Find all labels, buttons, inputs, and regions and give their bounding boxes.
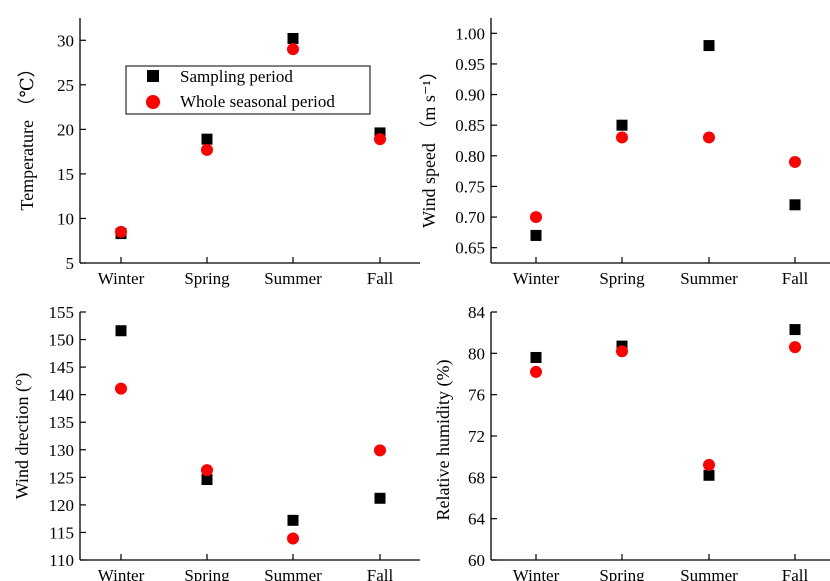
seasonal-period-point xyxy=(115,225,127,238)
seasonal-period-point xyxy=(616,345,628,358)
seasonal-period-point xyxy=(374,133,386,146)
sampling-period-point xyxy=(616,119,628,131)
legend-square-marker xyxy=(147,70,159,82)
y-tick-label: 0.65 xyxy=(455,239,485,258)
y-axis-title: Temperature （℃） xyxy=(17,59,37,210)
x-tick-label: Spring xyxy=(184,566,230,581)
y-tick-label: 72 xyxy=(468,427,485,446)
sampling-period-point xyxy=(201,474,213,486)
y-axis-title: Wind drection (°) xyxy=(12,373,33,499)
legend: Sampling period Whole seasonal period xyxy=(125,65,371,115)
legend-circle-marker xyxy=(146,95,160,109)
y-tick-label: 60 xyxy=(468,551,485,570)
x-tick-label: Winter xyxy=(513,566,560,581)
y-tick-label: 10 xyxy=(57,209,74,228)
y-tick-label: 30 xyxy=(57,31,74,50)
temperature-panel: 5 10 15 20 25 30 Winter Spring Summer Fall Tempera… xyxy=(17,18,420,288)
sampling-period-point xyxy=(789,324,801,336)
y-tick-label: 0.70 xyxy=(455,208,485,227)
y-tick-label: 25 xyxy=(57,76,74,95)
legend-box xyxy=(125,65,371,115)
legend-sampling-label: Sampling period xyxy=(180,67,293,86)
y-axis-title: Relative humidity (%) xyxy=(433,360,454,521)
sampling-period-point xyxy=(530,351,542,363)
y-tick-label: 115 xyxy=(49,523,74,542)
sampling-period-point xyxy=(374,127,386,139)
y-tick-label: 1.00 xyxy=(455,24,485,43)
wind-direction-panel: 110 115 120 125 130 135 140 145 150 155 Winter Spri… xyxy=(12,303,420,581)
x-tick-label: Fall xyxy=(367,269,394,288)
x-tick-label: Summer xyxy=(264,269,322,288)
y-tick-label: 125 xyxy=(49,468,75,487)
x-tick-label: Summer xyxy=(264,566,322,581)
y-tick-label: 5 xyxy=(66,254,75,273)
sampling-period-point xyxy=(374,492,386,504)
y-tick-label: 64 xyxy=(468,510,486,529)
y-tick-label: 120 xyxy=(49,496,75,515)
seasonal-period-point xyxy=(115,382,127,395)
seasonal-period-point xyxy=(616,131,628,144)
y-axis-title: Wind speed （m s⁻¹） xyxy=(419,62,439,228)
x-tick-label: Fall xyxy=(367,566,394,581)
sampling-period-point xyxy=(703,40,715,52)
y-tick-label: 84 xyxy=(468,303,486,322)
y-tick-label: 145 xyxy=(49,358,75,377)
y-tick-label: 0.95 xyxy=(455,55,485,74)
legend-seasonal-label: Whole seasonal period xyxy=(180,92,335,111)
x-tick-label: Spring xyxy=(184,269,230,288)
sampling-period-point xyxy=(201,133,213,145)
x-tick-label: Summer xyxy=(680,269,738,288)
y-tick-label: 0.85 xyxy=(455,116,485,135)
sampling-period-point xyxy=(703,469,715,481)
seasonal-period-point xyxy=(201,143,213,156)
y-tick-label: 20 xyxy=(57,120,74,139)
sampling-period-point xyxy=(530,229,542,241)
seasonal-period-point xyxy=(530,365,542,378)
y-tick-label: 130 xyxy=(49,441,75,460)
y-tick-label: 140 xyxy=(49,386,75,405)
relative-humidity-panel: 60 64 68 72 76 80 84 Winter Spring Summer Fall Rela… xyxy=(433,303,830,581)
x-tick-label: Fall xyxy=(782,269,809,288)
seasonal-period-point xyxy=(287,43,299,56)
y-tick-label: 68 xyxy=(468,468,485,487)
seasonal-period-point xyxy=(287,532,299,545)
y-tick-label: 0.80 xyxy=(455,147,485,166)
y-tick-label: 0.90 xyxy=(455,86,485,105)
wind-speed-panel: 0.65 0.70 0.75 0.80 0.85 0.90 0.95 1.00 Winter Sp… xyxy=(419,18,830,288)
seasonal-period-point xyxy=(789,155,801,168)
sampling-period-point xyxy=(115,325,127,337)
y-tick-label: 80 xyxy=(468,344,485,363)
x-tick-label: Winter xyxy=(98,269,145,288)
seasonal-period-point xyxy=(374,444,386,457)
sampling-period-point xyxy=(789,199,801,211)
seasonal-period-point xyxy=(789,341,801,354)
y-tick-label: 150 xyxy=(49,331,75,350)
seasonal-period-point xyxy=(201,464,213,477)
y-tick-label: 155 xyxy=(49,303,75,322)
y-tick-label: 135 xyxy=(49,413,75,432)
x-tick-label: Spring xyxy=(599,269,645,288)
x-tick-label: Summer xyxy=(680,566,738,581)
sampling-period-point xyxy=(287,32,299,44)
x-tick-label: Winter xyxy=(513,269,560,288)
seasonal-period-point xyxy=(703,131,715,144)
y-tick-label: 110 xyxy=(49,551,74,570)
seasonal-period-point xyxy=(703,458,715,471)
y-tick-label: 15 xyxy=(57,165,74,184)
x-tick-label: Spring xyxy=(599,566,645,581)
sampling-period-point xyxy=(287,514,299,526)
x-tick-label: Fall xyxy=(782,566,809,581)
y-tick-label: 0.75 xyxy=(455,177,485,196)
x-tick-label: Winter xyxy=(98,566,145,581)
y-tick-label: 76 xyxy=(468,386,485,405)
seasonal-period-point xyxy=(530,211,542,224)
